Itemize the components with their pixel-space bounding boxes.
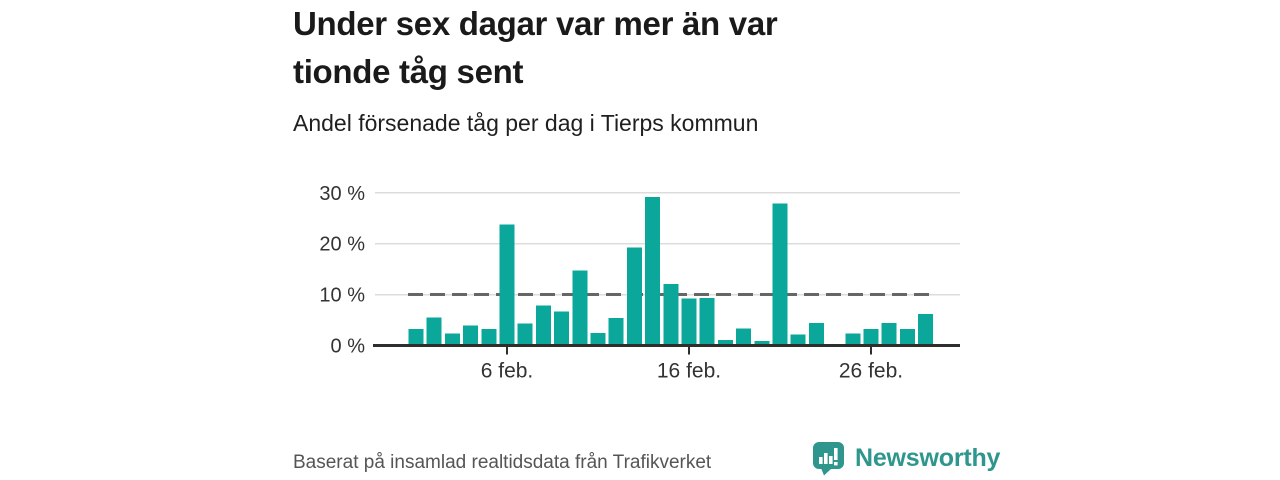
bar-1feb <box>408 329 424 346</box>
bar-5feb <box>481 329 497 346</box>
bar-2feb <box>426 317 442 346</box>
newsworthy-logo-icon <box>813 442 844 476</box>
x-tick-label-26: 26 feb. <box>839 360 903 383</box>
bar-11feb <box>590 332 606 346</box>
y-tick-label-30: 30 % <box>319 183 365 205</box>
bar-17feb <box>699 298 715 346</box>
x-tick-label-6: 6 feb. <box>481 360 534 383</box>
bar-16feb <box>681 298 697 346</box>
bar-15feb <box>663 283 679 346</box>
bar-4feb <box>463 325 479 346</box>
delay-chart-svg: 6 feb. 16 feb. 26 feb. 0 % 10 % 20 % 30 % <box>319 183 960 383</box>
bar-10feb <box>572 270 588 346</box>
source-note: Baserat på insamlad realtidsdata från Tr… <box>293 452 712 473</box>
bar-13feb <box>626 247 642 346</box>
bar-9feb <box>554 311 570 346</box>
bar-29feb <box>918 313 934 346</box>
bar-14feb <box>645 196 661 346</box>
bar-27feb <box>881 323 897 346</box>
bar-21feb <box>772 203 788 346</box>
bar-18feb <box>717 339 733 346</box>
x-tick-label-16: 16 feb. <box>657 360 721 383</box>
bar-28feb <box>899 329 915 346</box>
y-tick-label-10: 10 % <box>319 285 365 307</box>
bar-chart: 6 feb. 16 feb. 26 feb. 0 % 10 % 20 % 30 % <box>280 175 980 390</box>
bar-12feb <box>608 318 624 346</box>
y-tick-label-0: 0 % <box>331 336 366 358</box>
bar-19feb <box>736 328 752 346</box>
bar-22feb <box>790 334 806 346</box>
bar-8feb <box>535 305 551 346</box>
bar-20feb <box>754 340 770 346</box>
bar-3feb <box>444 333 460 346</box>
newsworthy-logo: Newsworthy <box>812 441 1000 476</box>
bar-26feb <box>863 329 879 346</box>
bar-6feb <box>499 224 515 346</box>
bar-7feb <box>517 323 533 346</box>
chart-subtitle: Andel försenade tåg per dag i Tierps kom… <box>293 110 759 136</box>
bar-25feb <box>845 333 861 346</box>
y-tick-label-20: 20 % <box>319 234 365 256</box>
headline: Under sex dagar var mer än var tionde tå… <box>293 5 778 90</box>
newsworthy-logo-text: Newsworthy <box>855 444 1001 472</box>
bar-23feb <box>808 323 824 346</box>
